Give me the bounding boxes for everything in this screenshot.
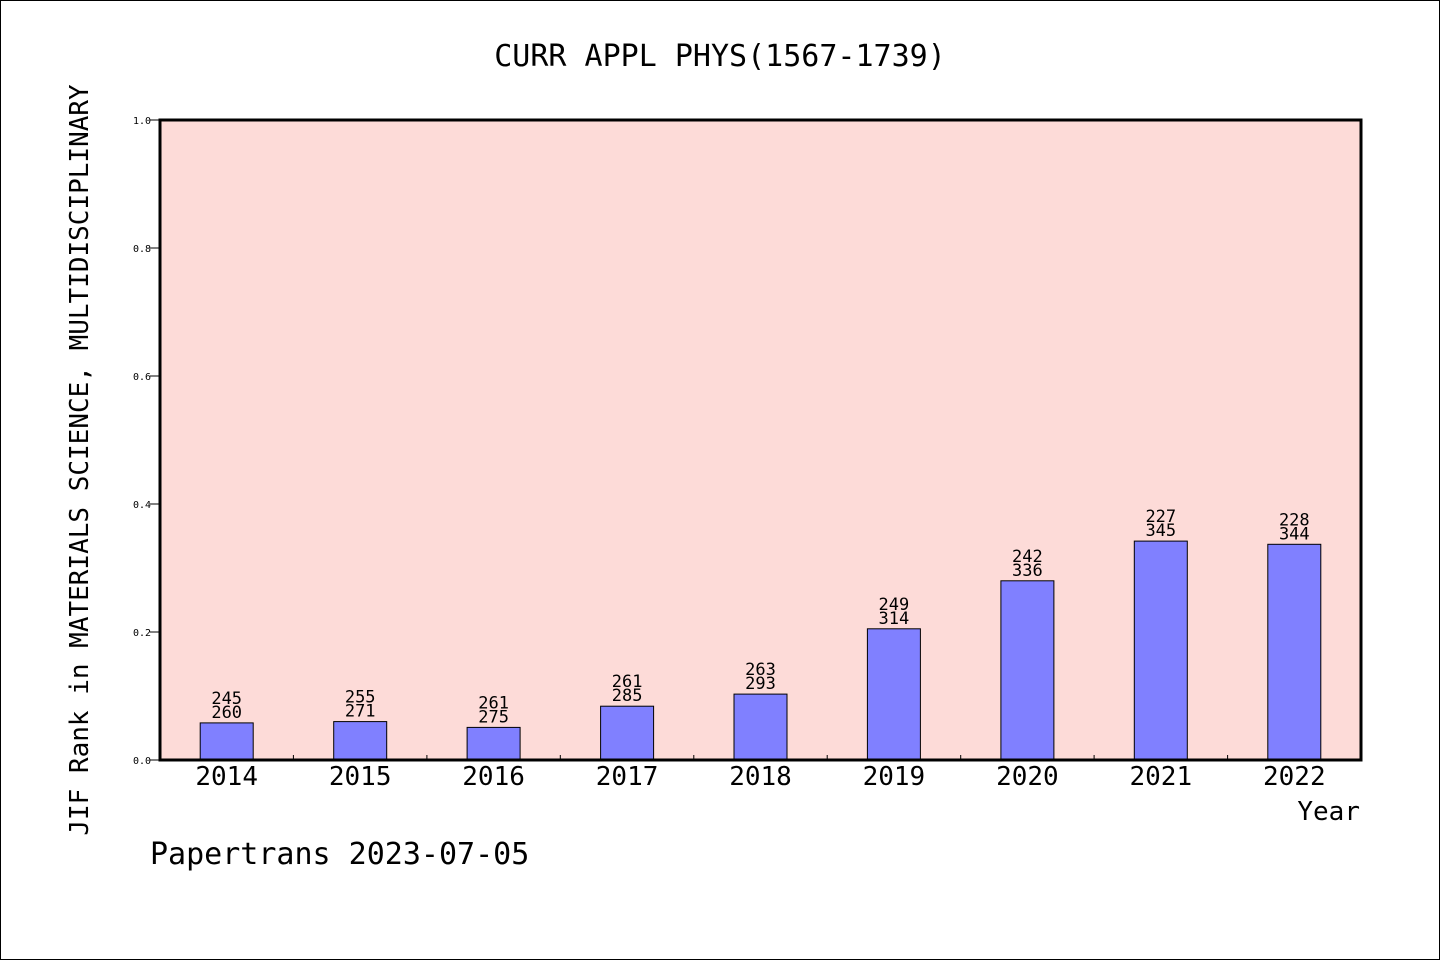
y-tick-label: 0.6 — [133, 372, 151, 383]
bar-2022 — [1267, 543, 1322, 761]
bar-total-label: 271 — [345, 702, 376, 722]
bar-2015 — [333, 721, 388, 761]
bar-total-label: 345 — [1145, 521, 1176, 541]
bar-total-label: 260 — [211, 703, 242, 723]
bar-total-label: 314 — [879, 609, 910, 629]
x-tick-label: 2022 — [1263, 762, 1326, 792]
x-tick-label: 2018 — [729, 762, 792, 792]
x-tick-label: 2016 — [462, 762, 525, 792]
x-tick-label: 2015 — [329, 762, 392, 792]
bar-2018 — [733, 693, 788, 761]
bar-rank-label: 261 — [478, 693, 509, 713]
chart-title: CURR APPL PHYS(1567-1739) — [494, 39, 946, 74]
bar-2019 — [866, 628, 921, 761]
bar-rank-label: 263 — [745, 660, 776, 680]
bar-total-label: 275 — [478, 707, 509, 727]
y-axis-title: JIF Rank in MATERIALS SCIENCE, MULTIDISC… — [65, 84, 95, 836]
bar-2016 — [466, 726, 521, 761]
y-tick-label: 0.4 — [133, 500, 151, 511]
x-tick-label: 2014 — [195, 762, 258, 792]
y-axis: 0.0 0.2 0.4 0.6 0.8 1.0 — [133, 116, 160, 767]
bar-2021 — [1133, 540, 1188, 761]
plot-border — [158, 118, 1363, 762]
y-tick-label: 1.0 — [133, 116, 151, 127]
x-axis: 2014 2015 2016 2017 2018 2019 2020 2021 2022 — [195, 755, 1326, 792]
footer-text: Papertrans 2023-07-05 — [150, 837, 529, 872]
bar-rank-label: 255 — [345, 688, 376, 708]
bar-2017 — [600, 705, 655, 761]
bar-rank-label: 227 — [1145, 507, 1176, 527]
x-axis-title: Year — [1297, 797, 1360, 827]
x-tick-label: 2020 — [996, 762, 1059, 792]
bar-rank-label: 261 — [612, 672, 643, 692]
bar-total-label: 336 — [1012, 561, 1043, 581]
bar-2014 — [199, 722, 254, 761]
y-tick-label: 0.8 — [133, 244, 151, 255]
y-tick-label: 0.2 — [133, 628, 151, 639]
bar-rank-label: 242 — [1012, 547, 1043, 567]
x-tick-label: 2019 — [863, 762, 926, 792]
bar-rank-label: 249 — [879, 595, 910, 615]
bar-total-label: 293 — [745, 674, 776, 694]
bar-total-label: 285 — [612, 686, 643, 706]
bar-total-label: 344 — [1279, 524, 1310, 544]
bar-rank-label: 245 — [211, 689, 242, 709]
bar-2020 — [1000, 580, 1055, 761]
x-tick-label: 2021 — [1129, 762, 1192, 792]
x-tick-label: 2017 — [596, 762, 659, 792]
y-tick-label: 0.0 — [133, 756, 151, 767]
bar-rank-label: 228 — [1279, 510, 1310, 530]
